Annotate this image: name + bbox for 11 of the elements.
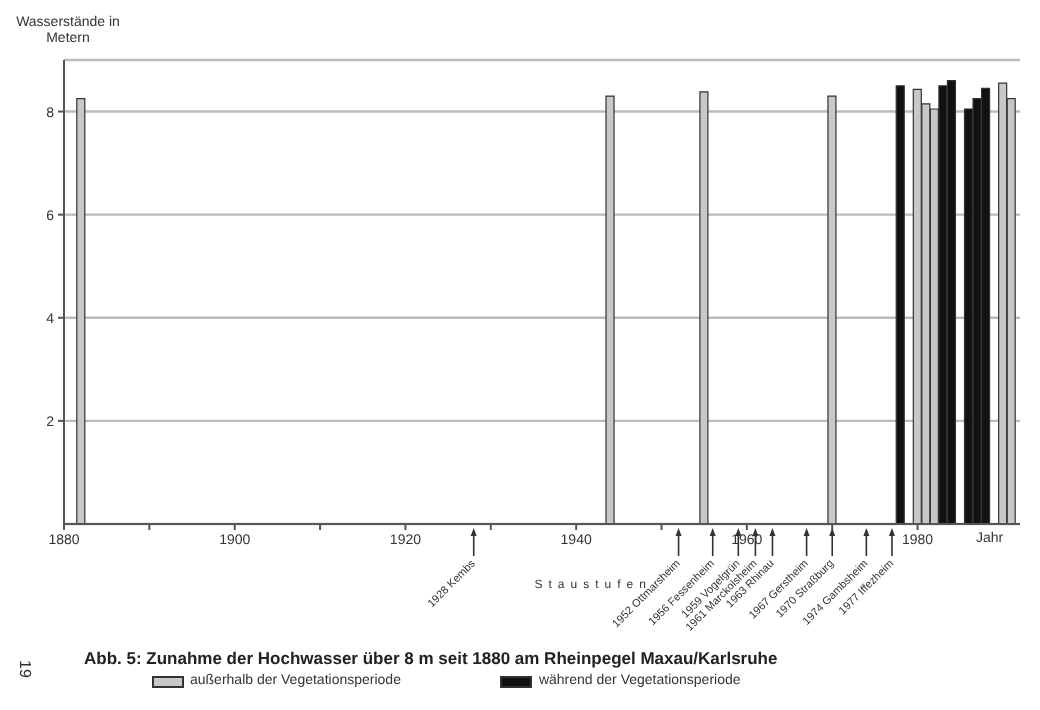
text: 19 [15, 660, 34, 678]
bar [827, 95, 837, 524]
bar [895, 85, 905, 524]
bar [946, 80, 957, 524]
bar [605, 95, 615, 524]
bar [998, 82, 1008, 524]
text: Abb. 5: Zunahme der Hochwasser über 8 m seit 1880 am Rheinpegel Maxau/Karlsruhe [84, 648, 778, 668]
bar [76, 98, 86, 524]
bar [938, 85, 948, 524]
bar [699, 91, 709, 524]
bar [980, 87, 991, 524]
